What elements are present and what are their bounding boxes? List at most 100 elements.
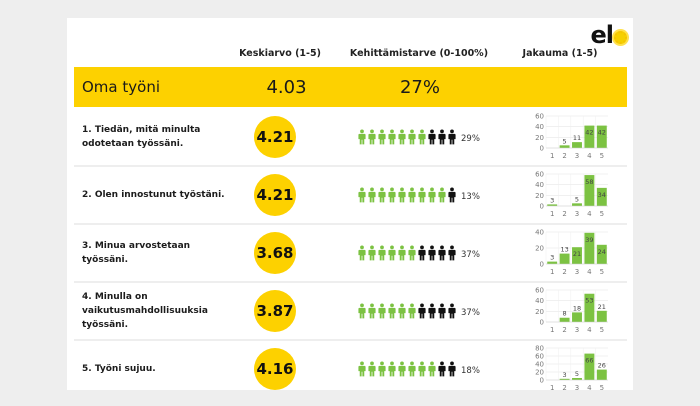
person-green-icon (408, 187, 416, 203)
distribution-chart: 0 20 40 3 1 13 2 21 3 39 4 24 5 (535, 229, 608, 276)
person-green-icon (398, 303, 406, 319)
svg-text:42: 42 (598, 129, 606, 137)
svg-text:26: 26 (598, 362, 606, 370)
person-green-icon (398, 187, 406, 203)
svg-text:53: 53 (585, 297, 593, 305)
person-green-icon (408, 303, 416, 319)
svg-text:20: 20 (535, 245, 544, 253)
score-badge: 3.68 (254, 232, 296, 274)
question-label: 1. Tiedän, mitä minulta odotetaan työssä… (82, 125, 201, 149)
svg-text:21: 21 (598, 303, 606, 311)
person-black-icon (448, 361, 456, 377)
svg-text:58: 58 (585, 178, 593, 186)
person-green-icon (388, 303, 396, 319)
question-label: 3. Minua arvostetaan työssäni. (82, 241, 191, 265)
summary-average: 4.03 (266, 76, 307, 98)
question-row: 5. Työni sujuu. 4.16 18% 0 20 40 60 80 1 3 2 5 3 6… (74, 341, 627, 397)
svg-text:5: 5 (600, 210, 604, 218)
sun-o-icon (614, 30, 627, 44)
svg-text:8: 8 (563, 310, 567, 318)
development-need-figures: 37% (357, 303, 480, 319)
question-row: 3. Minua arvostetaan työssäni. 3.68 37% … (74, 225, 627, 283)
svg-text:1: 1 (550, 326, 554, 334)
svg-text:11: 11 (573, 134, 581, 142)
score-badge: 3.87 (254, 290, 296, 332)
development-need-figures: 18% (357, 361, 480, 377)
person-green-icon (378, 187, 386, 203)
svg-text:0: 0 (540, 319, 544, 327)
person-green-icon (378, 245, 386, 261)
development-need-percent: 37% (461, 250, 480, 260)
person-black-icon (428, 303, 436, 319)
svg-text:20: 20 (535, 134, 544, 142)
svg-text:20: 20 (535, 192, 544, 200)
person-green-icon (398, 361, 406, 377)
person-green-icon (408, 245, 416, 261)
svg-text:3: 3 (575, 268, 579, 276)
svg-text:34: 34 (598, 191, 606, 199)
person-green-icon (358, 245, 366, 261)
svg-text:2: 2 (562, 268, 566, 276)
person-green-icon (428, 361, 436, 377)
svg-text:2: 2 (562, 326, 566, 334)
person-black-icon (448, 245, 456, 261)
svg-text:2: 2 (562, 152, 566, 160)
person-black-icon (428, 129, 436, 145)
person-green-icon (368, 129, 376, 145)
svg-text:5: 5 (575, 195, 579, 203)
svg-text:4: 4 (587, 210, 592, 218)
summary-development-need: 27% (399, 76, 440, 98)
svg-text:60: 60 (535, 353, 544, 361)
person-green-icon (358, 361, 366, 377)
person-green-icon (388, 361, 396, 377)
person-green-icon (418, 361, 426, 377)
person-green-icon (388, 187, 396, 203)
svg-text:5: 5 (600, 384, 604, 392)
development-need-figures: 29% (357, 129, 480, 145)
person-green-icon (358, 303, 366, 319)
svg-text:0: 0 (540, 203, 544, 211)
column-header-average: Keskiarvo (1-5) (239, 48, 321, 59)
person-black-icon (438, 303, 446, 319)
svg-text:3: 3 (563, 371, 567, 379)
svg-text:40: 40 (535, 123, 544, 131)
elo-logo: el (590, 21, 627, 49)
person-black-icon (438, 361, 446, 377)
person-green-icon (398, 129, 406, 145)
svg-text:39: 39 (585, 236, 593, 244)
development-need-percent: 37% (461, 308, 480, 318)
question-row: 1. Tiedän, mitä minulta odotetaan työssä… (74, 109, 627, 167)
score-badge: 4.21 (254, 116, 296, 158)
person-green-icon (368, 245, 376, 261)
person-black-icon (418, 245, 426, 261)
svg-text:24: 24 (598, 248, 606, 256)
svg-text:80: 80 (535, 345, 544, 353)
svg-text:4: 4 (587, 384, 592, 392)
svg-text:13: 13 (560, 246, 568, 254)
question-label: 5. Työni sujuu. (82, 364, 156, 374)
logo-text: el (590, 21, 613, 49)
svg-text:21: 21 (573, 250, 581, 258)
development-need-percent: 29% (461, 134, 480, 144)
development-need-figures: 37% (357, 245, 480, 261)
svg-text:5: 5 (600, 268, 604, 276)
svg-text:18: 18 (573, 304, 581, 312)
person-green-icon (378, 129, 386, 145)
person-green-icon (368, 361, 376, 377)
score-badge: 4.21 (254, 174, 296, 216)
svg-text:20: 20 (535, 308, 544, 316)
person-black-icon (428, 245, 436, 261)
svg-text:5: 5 (600, 152, 604, 160)
svg-text:5: 5 (600, 326, 604, 334)
person-green-icon (418, 129, 426, 145)
person-green-icon (378, 361, 386, 377)
svg-text:2: 2 (562, 384, 566, 392)
summary-label: Oma työni (82, 78, 160, 96)
svg-text:20: 20 (535, 369, 544, 377)
person-green-icon (438, 187, 446, 203)
score-badge: 4.16 (254, 348, 296, 390)
development-need-percent: 13% (461, 192, 480, 202)
svg-text:40: 40 (535, 297, 544, 305)
